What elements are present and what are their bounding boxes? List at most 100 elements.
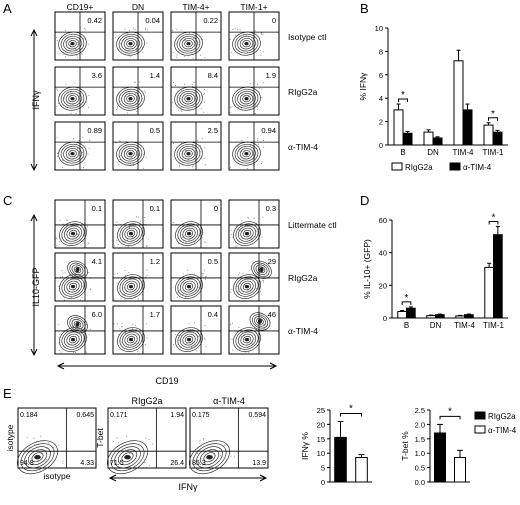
panel-e-plot-1-event-dot bbox=[144, 461, 146, 463]
panel-c-plot-0-1-event-dot bbox=[147, 238, 149, 240]
panel-c-plot-2-2-contour bbox=[182, 333, 196, 346]
panel-a-value-1-2: 8.4 bbox=[208, 71, 218, 80]
panel-c-plot-1-2-contour bbox=[184, 282, 194, 291]
panel-e-plot-0 bbox=[16, 407, 97, 475]
panel-e-plot-1-event-dot bbox=[152, 443, 154, 445]
panel-a-plot-1-0-event-dot bbox=[57, 89, 58, 91]
panel-c-plot-1-2-event-dot bbox=[176, 296, 178, 298]
panel-e-plot-1-event-dot bbox=[148, 465, 150, 467]
panel-c-plot-1-2-event-dot bbox=[205, 275, 207, 277]
panel-a-value-0-3: 0 bbox=[272, 16, 276, 25]
panel-e-plot-0-q-lr: 4.33 bbox=[80, 460, 94, 467]
panel-d-chart-bar-3-1 bbox=[493, 234, 503, 319]
panel-a-plot-1-1-event-dot bbox=[117, 106, 118, 108]
panel-c-plot-1-3-contour bbox=[237, 278, 257, 295]
panel-d-chart-sig-star-1: * bbox=[492, 213, 496, 224]
panel-c-y-arrow-head-top bbox=[30, 213, 38, 222]
panel-a-col-header-0: CD19+ bbox=[67, 2, 94, 12]
panel-a-plot-2-1-contour bbox=[126, 150, 135, 158]
panel-e-plot-0-frame bbox=[17, 407, 97, 469]
panel-a-plot-1-2-event-dot bbox=[188, 85, 190, 87]
panel-c-plot-1-3-event-dot bbox=[231, 289, 233, 291]
panel-c-plot-1-3-event-dot bbox=[239, 272, 240, 274]
panel-c-plot-0-1-event-dot bbox=[119, 223, 121, 225]
panel-c-plot-0-0-event-dot bbox=[80, 244, 82, 246]
panel-c-row-label-2: α-TIM-4 bbox=[288, 326, 318, 336]
panel-c-plot-1-0-contour bbox=[68, 282, 78, 291]
panel-c-plot-0-3-event-dot bbox=[230, 233, 232, 235]
panel-c-plot-1-2-event-dot bbox=[178, 289, 180, 291]
panel-a-plot-0-0-event-dot bbox=[75, 48, 77, 50]
panel-e-plot-0-contour bbox=[16, 440, 59, 475]
panel-a-plot-2-1-event-dot bbox=[115, 142, 117, 144]
panel-b-chart-bar-2-1 bbox=[462, 109, 473, 146]
panel-a-plot-1-0-event-dot bbox=[58, 103, 60, 105]
panel-b-chart-y-tick-label-5: 10 bbox=[375, 24, 383, 33]
panel-c-plot-1-2-event-dot bbox=[204, 278, 206, 280]
panel-e-plot-0-event-dot bbox=[26, 437, 28, 439]
panel-c-plot-1-3-event-dot bbox=[249, 275, 251, 277]
panel-c-plot-0-0-density-core bbox=[70, 231, 76, 236]
panel-c-value-1-2: 0.5 bbox=[208, 257, 218, 266]
panel-c-plot-1-0-contour-secondary bbox=[73, 266, 82, 274]
panel-a-plot-0-0-event-dot bbox=[55, 37, 57, 38]
panel-a-plot-0-3-event-dot bbox=[231, 51, 233, 53]
panel-c-value-2-1: 1.7 bbox=[150, 310, 160, 319]
panel-a-plot-1-2-event-dot bbox=[204, 89, 205, 91]
panel-a-plot-0-2-event-dot bbox=[200, 54, 201, 56]
panel-c-plot-1-0-contour bbox=[66, 280, 80, 293]
panel-c-value-0-2: 0 bbox=[214, 204, 218, 213]
panel-a-plot-0-0-event-dot bbox=[81, 53, 83, 55]
panel-c-plot-0-1-event-dot bbox=[146, 245, 148, 247]
panel-c-plot-1-3-event-dot bbox=[230, 291, 232, 293]
panel-c-plot-0-2-event-dot bbox=[182, 236, 184, 238]
panel-d-chart-bar-0-1 bbox=[406, 307, 416, 319]
panel-a-plot-1-1-event-dot bbox=[134, 82, 135, 83]
panel-e-ifng-chart-bar-0 bbox=[334, 436, 347, 483]
panel-c-plot-2-1-contour bbox=[117, 327, 145, 352]
panel-c-plot-1-1-contour bbox=[124, 280, 138, 293]
panel-c-plot-0-2-contour bbox=[179, 225, 199, 242]
panel-c-plot-0-0-event-dot bbox=[66, 219, 68, 221]
panel-c-plot-1-1-event-dot bbox=[124, 293, 126, 295]
panel-a-plot-2-3-density-core bbox=[244, 151, 249, 156]
panel-a-plot-0-2-event-dot bbox=[172, 29, 173, 31]
panel-b-chart-bar-1-0 bbox=[423, 131, 434, 146]
panel-c-plot-0-0-contour bbox=[66, 227, 80, 240]
panel-a-plot-0-2-event-dot bbox=[175, 56, 177, 58]
panel-c-plot-1-3-contour bbox=[233, 274, 261, 299]
panel-a-plot-0-3-contour bbox=[237, 35, 256, 52]
panel-c-plot-2-2-event-dot bbox=[191, 347, 193, 349]
panel-a-plot-0-0-event-dot bbox=[63, 53, 65, 55]
panel-a-plot-1-3-contour bbox=[242, 95, 251, 103]
panel-a-plot-2-3-event-dot bbox=[263, 146, 265, 148]
panel-e-ifng-chart-y-tick-label-1: 5 bbox=[321, 464, 325, 473]
panel-a-plot-1-1-event-dot bbox=[127, 112, 129, 114]
panel-d-chart-x-tick-label-1: DN bbox=[430, 321, 442, 330]
panel-a-plot-2-0-event-dot bbox=[72, 138, 74, 140]
panel-c-plot-1-3-event-dot bbox=[237, 291, 239, 293]
panel-a-plot-1-1-event-dot bbox=[136, 110, 138, 112]
panel-c-plot-2-1-contour bbox=[124, 333, 138, 346]
panel-c-plot-2-1-event-dot bbox=[118, 334, 119, 336]
panel-a-plot-0-2-event-dot bbox=[176, 28, 178, 30]
panel-e-plot-0-event-dot bbox=[48, 442, 50, 444]
panel-c-plot-1-3-event-dot bbox=[242, 272, 244, 274]
panel-c-plot-2-3-event-dot bbox=[230, 324, 232, 326]
panel-a-plot-1-1-event-dot bbox=[139, 81, 141, 83]
panel-e-plot-2-q-ur: 0.594 bbox=[248, 412, 266, 419]
panel-a-plot-1-3-contour bbox=[237, 90, 256, 107]
panel-a-plot-2-0-event-dot bbox=[62, 159, 64, 161]
panel-d-chart-sig-bracket-1 bbox=[488, 221, 499, 225]
panel-c-plot-0-2-event-dot bbox=[204, 241, 205, 243]
panel-a-plot-2-0-contour bbox=[60, 143, 85, 164]
panel-c-plot-2-0-event-dot bbox=[58, 336, 60, 338]
panel-c-plot-0-0-event-dot bbox=[65, 240, 67, 241]
panel-e-ifng-chart-bar-1 bbox=[355, 457, 368, 483]
panel-c-plot-1-3-event-dot bbox=[263, 281, 265, 283]
panel-c-plot-2-0-event-dot bbox=[89, 328, 91, 330]
panel-c-value-0-3: 0.3 bbox=[266, 204, 276, 213]
panel-b-chart-sig-bracket-1 bbox=[488, 117, 498, 121]
panel-c-plot-0-0-event-dot bbox=[62, 223, 64, 225]
panel-e-x-label: IFNγ bbox=[179, 482, 198, 492]
